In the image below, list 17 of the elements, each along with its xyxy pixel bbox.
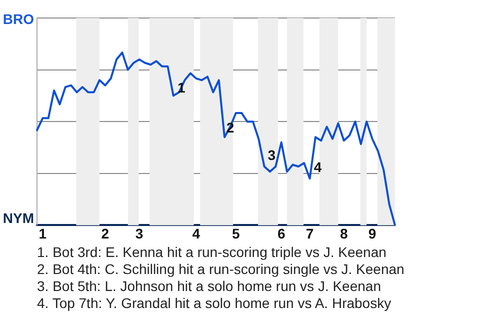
- x-tick-label: 8: [340, 225, 348, 242]
- text: 2. Bot 4th: C. Schilling hit a run-scoring single vs J. Keenan: [37, 261, 404, 278]
- text: NYM: [2, 210, 34, 226]
- x-tick-label: 4: [192, 225, 200, 242]
- x-tick-label: 5: [232, 225, 240, 242]
- x-tick-label: 1: [38, 225, 47, 242]
- text: 4. Top 7th: Y. Grandal hit a solo home run vs A. Hrabosky: [37, 295, 392, 312]
- text: 3. Bot 5th: L. Johnson hit a solo home run vs J. Keenan: [37, 278, 382, 295]
- x-tick-label: 6: [277, 225, 286, 242]
- annotation: 4: [314, 159, 322, 176]
- x-tick-label: 7: [306, 225, 314, 242]
- annotation: 3: [268, 146, 276, 163]
- text: BRO: [2, 10, 34, 27]
- x-tick-label: 2: [101, 225, 110, 242]
- x-tick-label: 3: [135, 225, 144, 242]
- x-tick-label: 9: [368, 225, 376, 242]
- text: 1. Bot 3rd: E. Kenna hit a run-scoring triple vs J. Keenan: [37, 244, 388, 261]
